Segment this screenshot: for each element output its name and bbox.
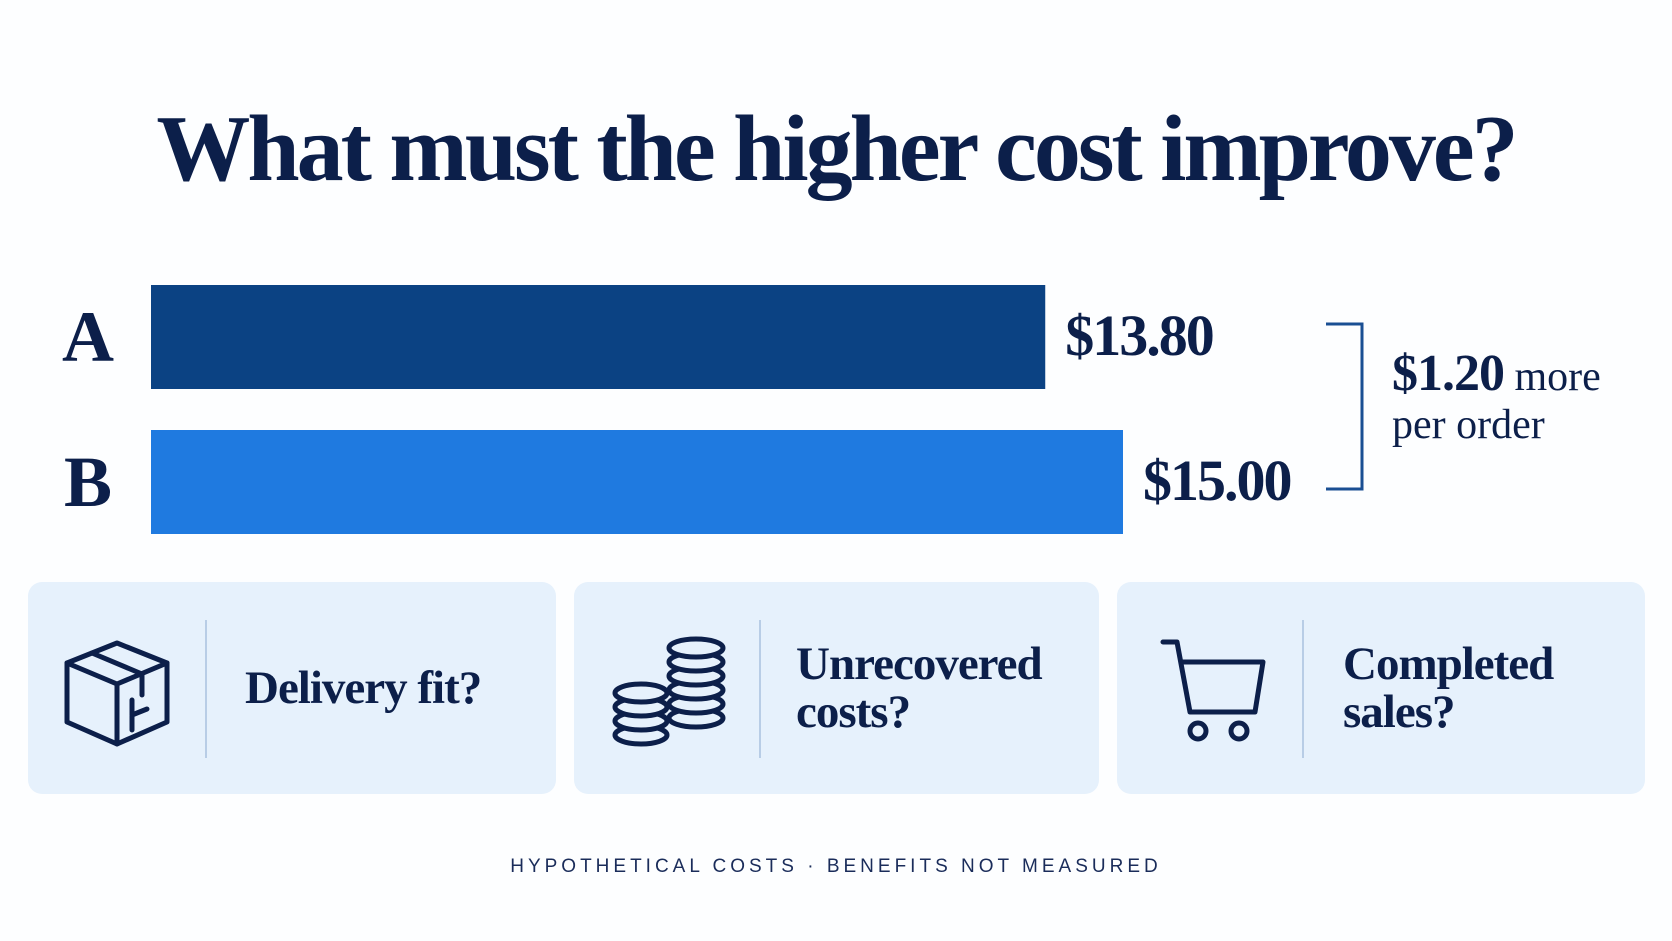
difference-annotation: $1.20 more per order (1392, 348, 1652, 449)
difference-amount: $1.20 (1392, 345, 1505, 402)
cart-icon (1160, 639, 1266, 742)
value-label: $15.00 (1143, 448, 1292, 513)
coins-icon (612, 636, 726, 747)
category-label: A (62, 297, 114, 377)
bar (151, 430, 1123, 534)
card-label: Completed sales? (1343, 638, 1554, 738)
bar (151, 285, 1046, 389)
value-label: $13.80 (1065, 303, 1214, 368)
footnote: HYPOTHETICAL COSTS · BENEFITS NOT MEASUR… (510, 856, 1162, 877)
bracket (1326, 322, 1364, 491)
card-label: Unrecovered costs? (796, 638, 1043, 738)
cards (28, 582, 1645, 794)
category-label: B (63, 442, 113, 522)
box-icon (64, 640, 170, 747)
card-label: Delivery fit? (245, 662, 482, 714)
card (28, 582, 556, 794)
card (574, 582, 1099, 794)
card (1117, 582, 1645, 794)
title: What must the higher cost improve? (156, 97, 1518, 201)
difference-text: more per order (1392, 354, 1601, 448)
bars (151, 285, 1123, 534)
